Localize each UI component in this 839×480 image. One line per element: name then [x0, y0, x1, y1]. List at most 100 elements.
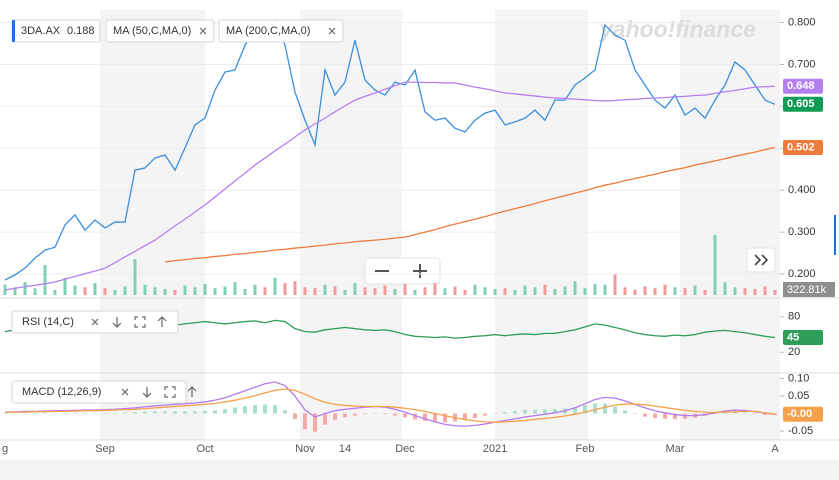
icon[interactable] [164, 386, 176, 398]
volume-bar [163, 289, 167, 295]
histogram-bar [243, 406, 247, 414]
last-value-box [783, 96, 823, 112]
volume-bar [313, 288, 317, 295]
histogram-bar [273, 405, 277, 414]
icon[interactable] [187, 386, 197, 397]
volume-bar [623, 287, 627, 295]
histogram-bar [313, 413, 317, 432]
volume-bar [763, 286, 767, 295]
legend-name: MA (50,C,MA,0) [113, 25, 191, 37]
histogram-bar [353, 413, 357, 416]
histogram-bar [483, 413, 487, 416]
y-tick-label: 0.200 [788, 268, 816, 280]
y-tick-label: 0.400 [788, 184, 816, 196]
y-tick-label: 20 [788, 346, 800, 358]
close-icon[interactable] [328, 27, 336, 35]
close-icon[interactable] [199, 27, 207, 35]
x-tick-label: 14 [339, 443, 351, 455]
volume-bar [523, 285, 527, 295]
volume-bar [713, 235, 717, 295]
volume-bar [543, 284, 547, 295]
icon[interactable] [157, 316, 167, 327]
volume-bar [453, 286, 457, 295]
histogram-bar [743, 412, 747, 414]
x-tick-label: Nov [295, 443, 315, 455]
histogram-bar [403, 413, 407, 418]
volume-bar [23, 282, 27, 295]
y-tick-label: 80 [788, 311, 800, 323]
x-tick-label: 2021 [483, 443, 507, 455]
histogram-bar [383, 413, 387, 415]
histogram-bar [173, 411, 177, 414]
volume-bar [263, 287, 267, 295]
icon[interactable] [134, 316, 146, 328]
histogram-bar [573, 407, 577, 414]
last-value-label: -0.00 [787, 408, 812, 420]
y-tick-label: 0.300 [788, 226, 816, 238]
histogram-bar [3, 413, 7, 414]
volume-bar [343, 289, 347, 295]
icon[interactable] [112, 317, 122, 328]
indicator-title: RSI (14,C) [22, 316, 74, 328]
close-icon[interactable] [121, 388, 129, 396]
volume-bar [753, 289, 757, 295]
y-tick-label: 0.700 [788, 58, 816, 70]
last-value-box [783, 406, 823, 422]
histogram-bar [103, 412, 107, 414]
watermark: yahoo!finance [599, 16, 756, 42]
y-tick-label: 0.05 [788, 390, 809, 402]
volume-bar [573, 281, 577, 295]
indicator-chip [11, 380, 187, 404]
volume-label: 322.81k [787, 284, 827, 296]
legend-name: MA (200,C,MA,0) [226, 25, 310, 37]
histogram-bar [673, 413, 677, 420]
volume-bar [533, 287, 537, 295]
histogram-bar [363, 413, 367, 415]
zoom-box [364, 257, 441, 285]
histogram-bar [493, 413, 497, 414]
histogram-bar [773, 413, 777, 416]
last-value-label: 0.605 [787, 98, 815, 110]
histogram-bar [713, 413, 717, 414]
volume-bar [293, 281, 297, 295]
histogram-bar [253, 405, 257, 414]
volume-bar [563, 286, 567, 295]
histogram-bar [193, 411, 197, 414]
last-value-box [783, 78, 823, 94]
histogram-bar [393, 413, 397, 416]
volume-bar [463, 289, 467, 295]
volume-bar [173, 289, 177, 295]
histogram-bar [603, 403, 607, 414]
volume-bar [323, 284, 327, 295]
chevrons [754, 254, 769, 266]
close-icon[interactable] [91, 318, 99, 326]
histogram-bar [93, 412, 97, 414]
histogram-bar [463, 413, 467, 421]
legend-value: 0.188 [67, 25, 95, 37]
volume-bar [73, 285, 77, 295]
volume-bar [633, 289, 637, 295]
volume-bar [233, 282, 237, 295]
histogram-bar [553, 408, 557, 414]
histogram-bar [323, 413, 327, 425]
histogram-bar [433, 413, 437, 422]
last-value-label: 0.648 [787, 80, 815, 92]
histogram-bar [763, 413, 767, 415]
histogram-bar [333, 413, 337, 420]
volume-label-box [783, 282, 835, 297]
volume-bar [393, 289, 397, 295]
histogram-bar [113, 412, 117, 414]
histogram-bar [73, 412, 77, 414]
volume-bar [83, 287, 87, 295]
icon[interactable] [142, 387, 152, 398]
volume-bar [403, 283, 407, 295]
indicator-title: MACD (12,26,9) [22, 386, 101, 398]
histogram-bar [263, 404, 267, 414]
volume-bar [43, 265, 47, 295]
volume-bar [643, 286, 647, 295]
volume-bar [123, 286, 127, 295]
volume-bar [203, 283, 207, 295]
series-line [4, 388, 776, 423]
histogram-bar [223, 409, 227, 414]
histogram-bar [373, 413, 377, 414]
